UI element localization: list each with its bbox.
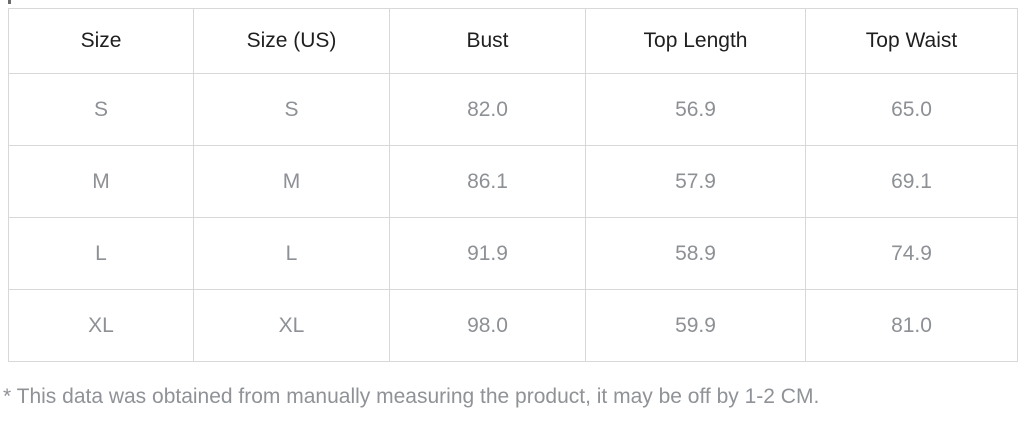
header-cell-top-length: Top Length xyxy=(585,8,806,74)
cell-top-waist: 69.1 xyxy=(805,145,1018,218)
cell-size-us: M xyxy=(193,145,390,218)
cell-size: S xyxy=(8,73,194,146)
cell-size: XL xyxy=(8,289,194,362)
cell-top-length: 57.9 xyxy=(585,145,806,218)
header-row: Size Size (US) Bust Top Length Top Waist xyxy=(8,8,1018,74)
cell-top-length: 56.9 xyxy=(585,73,806,146)
table-row-s: S S 82.0 56.9 65.0 xyxy=(8,73,1018,146)
cell-bust: 91.9 xyxy=(389,217,586,290)
header-cell-top-waist: Top Waist xyxy=(805,8,1018,74)
cell-bust: 98.0 xyxy=(389,289,586,362)
cell-size: L xyxy=(8,217,194,290)
header-cell-size-us: Size (US) xyxy=(193,8,390,74)
measurement-disclaimer: * This data was obtained from manually m… xyxy=(3,385,820,408)
cell-bust: 82.0 xyxy=(389,73,586,146)
table-row-l: L L 91.9 58.9 74.9 xyxy=(8,217,1018,290)
cell-top-waist: 81.0 xyxy=(805,289,1018,362)
table-row-xl: XL XL 98.0 59.9 81.0 xyxy=(8,289,1018,362)
cell-bust: 86.1 xyxy=(389,145,586,218)
cell-top-waist: 74.9 xyxy=(805,217,1018,290)
cropped-edge-artifact xyxy=(8,0,11,4)
cell-size-us: L xyxy=(193,217,390,290)
header-cell-size: Size xyxy=(8,8,194,74)
size-chart-table: Size Size (US) Bust Top Length Top Waist… xyxy=(8,8,1018,362)
cell-size-us: XL xyxy=(193,289,390,362)
cell-top-waist: 65.0 xyxy=(805,73,1018,146)
cell-size: M xyxy=(8,145,194,218)
cell-size-us: S xyxy=(193,73,390,146)
table-row-m: M M 86.1 57.9 69.1 xyxy=(8,145,1018,218)
header-cell-bust: Bust xyxy=(389,8,586,74)
cell-top-length: 59.9 xyxy=(585,289,806,362)
cell-top-length: 58.9 xyxy=(585,217,806,290)
